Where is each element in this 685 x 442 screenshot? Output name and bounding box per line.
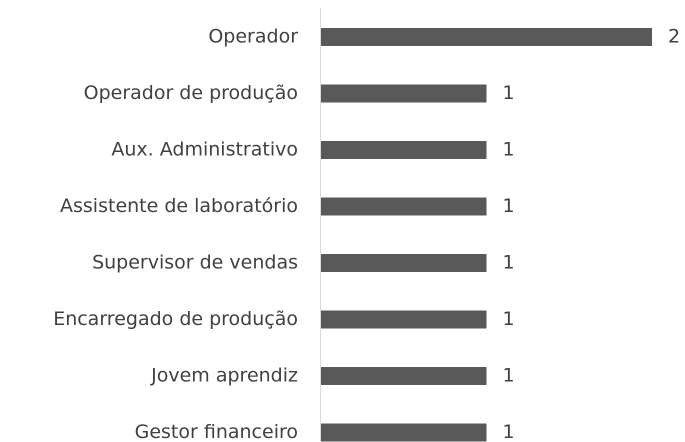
bar [321, 141, 487, 159]
bar [321, 423, 487, 442]
bar [321, 367, 487, 385]
value-label: 1 [503, 82, 515, 104]
category-label: Assistente de laboratório [60, 195, 298, 217]
value-label: 1 [503, 195, 515, 217]
value-label: 1 [503, 365, 515, 387]
category-label: Aux. Administrativo [111, 139, 298, 161]
bar [321, 28, 652, 46]
bar [321, 197, 487, 216]
bar [321, 254, 487, 272]
category-label: Jovem aprendiz [150, 365, 298, 387]
value-label: 1 [503, 308, 515, 330]
category-label: Encarregado de produção [53, 308, 298, 330]
bar [321, 84, 487, 103]
category-label: Gestor financeiro [135, 421, 298, 442]
bar [321, 310, 487, 329]
value-label: 2 [668, 26, 680, 48]
value-label: 1 [503, 139, 515, 161]
category-label: Operador de produção [84, 82, 298, 104]
value-label: 1 [503, 421, 515, 442]
category-label: Supervisor de vendas [92, 252, 298, 274]
value-label: 1 [503, 252, 515, 274]
category-label: Operador [208, 26, 298, 48]
